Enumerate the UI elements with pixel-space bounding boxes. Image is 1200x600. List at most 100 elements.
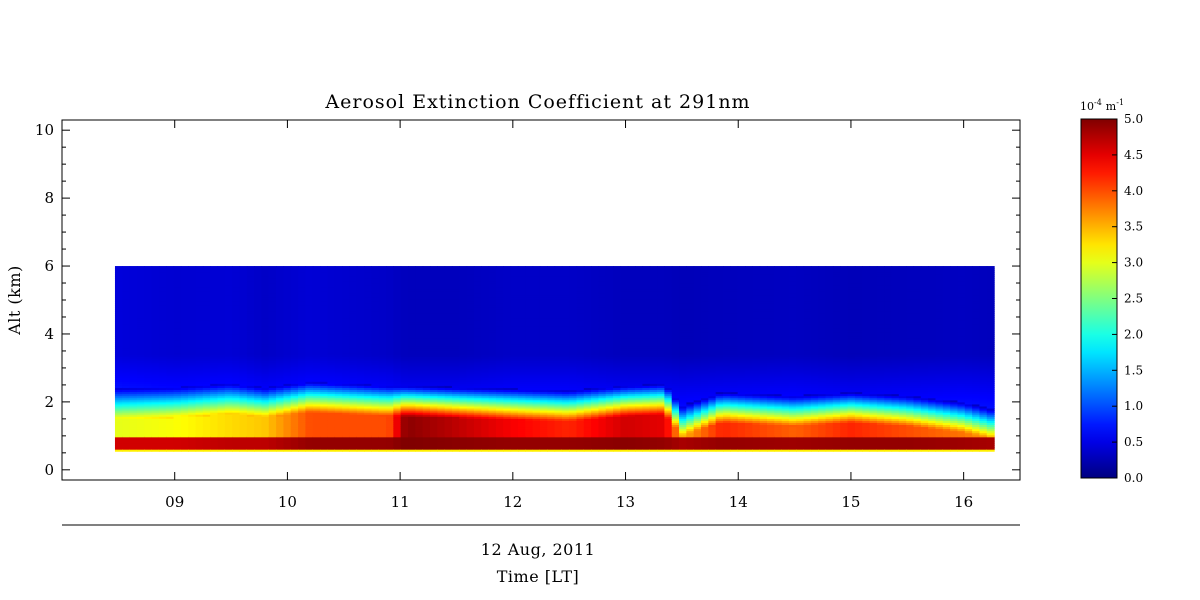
heatmap-cell [327, 329, 336, 333]
heatmap-cell [268, 303, 277, 306]
heatmap-cell [224, 348, 233, 351]
heatmap-cell [510, 366, 519, 370]
heatmap-cell [129, 268, 138, 271]
heatmap-cell [122, 368, 131, 372]
heatmap-cell [488, 405, 497, 409]
heatmap-cell [298, 315, 307, 319]
heatmap-cell [466, 356, 475, 360]
heatmap-cell [459, 340, 468, 343]
heatmap-cell [217, 274, 226, 277]
heatmap-cell [400, 360, 409, 364]
heatmap-cell [173, 268, 182, 271]
heatmap-cell [444, 274, 453, 277]
heatmap-cell [136, 307, 145, 310]
heatmap-cell [305, 305, 314, 308]
heatmap-cell [114, 407, 123, 411]
heatmap-cell [437, 393, 446, 397]
heatmap-cell [495, 428, 504, 432]
heatmap-cell [356, 356, 365, 360]
heatmap-cell [254, 393, 263, 397]
heatmap-cell [466, 389, 475, 393]
heatmap-cell [378, 282, 387, 286]
heatmap-cell [349, 375, 358, 378]
heatmap-cell [188, 362, 197, 366]
heatmap-cell [503, 346, 512, 349]
heatmap-cell [393, 342, 402, 345]
heatmap-cell [517, 379, 526, 382]
heatmap-cell [224, 424, 233, 428]
heatmap-cell [202, 268, 211, 271]
heatmap-cell [495, 321, 504, 325]
heatmap-cell [180, 430, 189, 434]
heatmap-cell [210, 393, 219, 397]
heatmap-cell [378, 403, 387, 407]
heatmap-cell [495, 286, 504, 290]
heatmap-cell [400, 428, 409, 432]
heatmap-cell [254, 294, 263, 298]
heatmap-cell [305, 438, 314, 442]
heatmap-cell [305, 286, 314, 290]
heatmap-cell [327, 335, 336, 339]
heatmap-cell [495, 379, 504, 382]
heatmap-cell [422, 412, 431, 415]
heatmap-cell [290, 333, 299, 337]
heatmap-cell [239, 315, 248, 319]
heatmap-cell [415, 381, 424, 384]
heatmap-cell [180, 348, 189, 351]
heatmap-cell [334, 356, 343, 360]
heatmap-cell [290, 335, 299, 339]
heatmap-cell [503, 340, 512, 343]
heatmap-cell [503, 440, 512, 444]
heatmap-cell [239, 442, 248, 446]
heatmap-cell [298, 346, 307, 349]
heatmap-cell [444, 383, 453, 386]
heatmap-cell [195, 426, 204, 430]
heatmap-cell [422, 274, 431, 277]
heatmap-cell [488, 385, 497, 388]
heatmap-cell [224, 298, 233, 302]
heatmap-cell [510, 381, 519, 384]
heatmap-cell [334, 278, 343, 282]
heatmap-cell [408, 278, 416, 282]
heatmap-cell [378, 426, 387, 430]
heatmap-cell [188, 422, 197, 425]
heatmap-cell [364, 348, 372, 351]
heatmap-cell [429, 340, 438, 343]
heatmap-cell [312, 278, 321, 282]
heatmap-cell [239, 420, 248, 423]
heatmap-cell [312, 440, 321, 444]
heatmap-cell [290, 395, 299, 399]
heatmap-cell [334, 379, 343, 382]
heatmap-cell [429, 350, 438, 354]
heatmap-cell [386, 311, 394, 314]
heatmap-cell [158, 393, 167, 397]
heatmap-cell [327, 354, 336, 358]
heatmap-cell [356, 424, 365, 428]
heatmap-cell [473, 333, 482, 337]
heatmap-cell [473, 294, 482, 298]
heatmap-cell [495, 319, 504, 323]
heatmap-cell [371, 424, 380, 428]
heatmap-cell [473, 414, 482, 417]
heatmap-cell [386, 319, 394, 323]
heatmap-cell [459, 301, 468, 304]
heatmap-cell [276, 426, 285, 430]
heatmap-cell [136, 414, 145, 417]
heatmap-cell [327, 370, 336, 374]
heatmap-cell [371, 307, 380, 310]
heatmap-cell [393, 323, 402, 327]
heatmap-cell [151, 428, 160, 432]
heatmap-cell [393, 416, 402, 419]
heatmap-cell [503, 387, 512, 391]
heatmap-cell [415, 428, 424, 432]
heatmap-cell [129, 288, 138, 292]
heatmap-cell [180, 325, 189, 329]
heatmap-cell [378, 346, 387, 349]
heatmap-cell [393, 311, 402, 314]
heatmap-cell [224, 399, 233, 403]
heatmap-cell [503, 331, 512, 335]
heatmap-cell [364, 282, 372, 286]
heatmap-cell [451, 290, 460, 294]
heatmap-cell [298, 377, 307, 380]
heatmap-cell [364, 391, 372, 395]
